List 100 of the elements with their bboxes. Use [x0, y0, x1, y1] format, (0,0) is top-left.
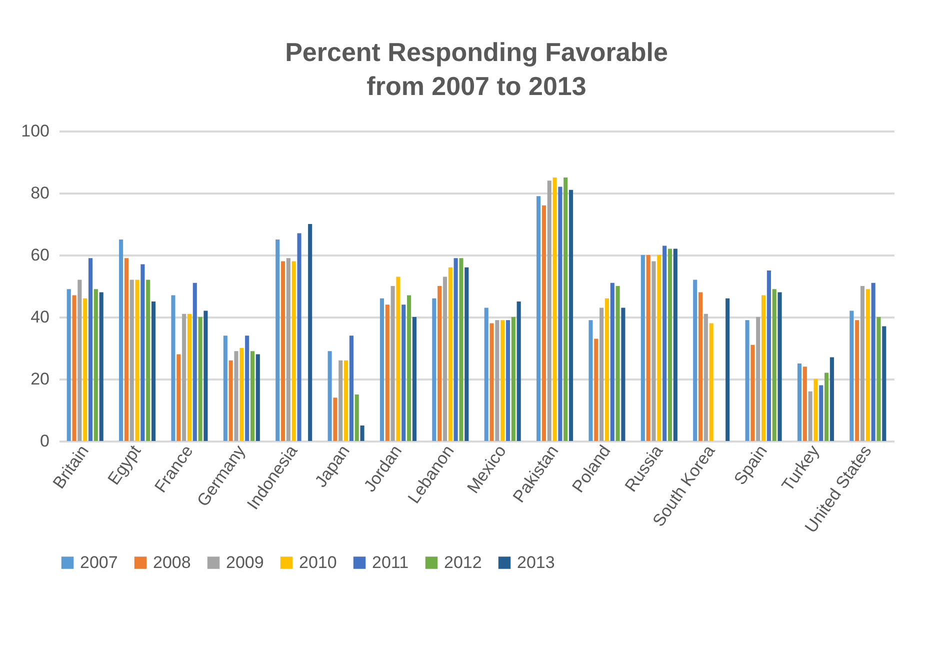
legend-label: 2007: [80, 552, 118, 572]
bar: [814, 379, 818, 441]
bar: [140, 264, 145, 441]
bar: [245, 336, 250, 441]
bar: [99, 292, 104, 441]
bar: [344, 360, 348, 441]
bar: [88, 258, 93, 441]
bar: [564, 178, 568, 441]
bar: [192, 282, 197, 441]
bar: [756, 317, 760, 441]
bar: [83, 298, 88, 441]
bar: [276, 240, 280, 441]
bar: [558, 186, 562, 441]
y-tick-label: 60: [30, 246, 50, 264]
bar: [698, 292, 703, 441]
bar: [135, 280, 140, 441]
bar: [412, 317, 416, 441]
bar: [640, 255, 645, 441]
bar: [547, 180, 552, 441]
bar: [662, 246, 667, 441]
chart-title: Percent Responding Favorable from 2007 to 2013: [285, 37, 668, 101]
bar: [146, 280, 150, 441]
y-tick-label: 0: [40, 432, 50, 450]
bar: [280, 261, 286, 441]
bar: [198, 317, 202, 441]
bar: [459, 258, 464, 441]
bar: [616, 286, 620, 441]
bar: [338, 360, 343, 441]
bar: [223, 336, 228, 441]
bar: [490, 323, 494, 441]
bar: [495, 320, 500, 441]
bar: [500, 320, 505, 441]
bar: [824, 372, 829, 441]
legend-label: 2009: [226, 552, 264, 572]
bar: [187, 314, 192, 441]
bar: [762, 295, 766, 441]
bar: [673, 248, 678, 441]
bar: [308, 224, 312, 441]
bar: [119, 240, 124, 441]
bar: [610, 282, 614, 441]
bar: [704, 314, 708, 441]
y-tick-label: 20: [30, 370, 50, 388]
bar: [72, 295, 76, 441]
bar: [876, 317, 881, 441]
bar: [234, 351, 238, 441]
bar: [646, 255, 650, 441]
legend-label: 2011: [372, 552, 409, 572]
bar: [328, 351, 332, 441]
bar: [432, 298, 436, 441]
bar: [228, 360, 233, 441]
bar: [454, 258, 458, 441]
bar: [464, 267, 469, 441]
y-tick-label: 100: [21, 122, 50, 140]
bar: [380, 298, 384, 441]
bar: [204, 310, 208, 441]
bar: [850, 310, 854, 441]
bar: [385, 304, 390, 441]
bar: [860, 286, 865, 441]
bar: [594, 338, 598, 441]
bar: [552, 178, 557, 441]
bar: [511, 317, 516, 441]
bar: [855, 320, 860, 441]
y-tick-label: 80: [30, 184, 50, 202]
bar: [292, 261, 296, 441]
bar: [360, 426, 364, 441]
bar: [568, 190, 574, 441]
bar: [130, 280, 134, 441]
bar: [709, 323, 714, 441]
bar: [333, 398, 338, 441]
bar: [516, 302, 521, 441]
bar: [600, 308, 604, 441]
y-tick-label: 40: [30, 308, 50, 326]
bar: [438, 286, 442, 441]
bar: [726, 298, 730, 441]
bar: [802, 366, 807, 441]
bar: [176, 354, 181, 441]
bar: [78, 280, 82, 441]
bar: [390, 286, 395, 441]
bar: [745, 320, 750, 441]
bar: [830, 357, 834, 441]
bar: [819, 385, 824, 441]
bar: [402, 304, 406, 441]
bar: [693, 280, 698, 441]
bar: [256, 354, 260, 441]
bar: [778, 292, 782, 441]
bar: [66, 289, 71, 441]
bar: [171, 295, 176, 441]
bar: [442, 276, 448, 441]
bar: [808, 391, 812, 441]
bar: [407, 295, 412, 441]
bar: [286, 258, 290, 441]
bar: [151, 302, 156, 441]
bar: [866, 289, 870, 441]
legend-label: 2010: [299, 552, 337, 572]
bar: [652, 261, 656, 441]
bar: [297, 233, 302, 441]
legend-label: 2012: [444, 552, 482, 572]
bar: [588, 320, 593, 441]
bar: [240, 348, 244, 441]
bar: [250, 351, 255, 441]
